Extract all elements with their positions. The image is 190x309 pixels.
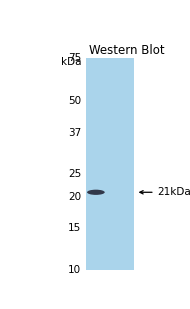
Text: kDa: kDa (61, 57, 81, 67)
Text: 25: 25 (68, 169, 81, 179)
Bar (86, 58, 134, 270)
Text: 37: 37 (68, 128, 81, 138)
Text: 21kDa: 21kDa (158, 187, 190, 197)
Ellipse shape (87, 190, 105, 195)
Text: 75: 75 (68, 53, 81, 63)
Text: 10: 10 (68, 265, 81, 275)
Text: 20: 20 (68, 193, 81, 202)
Text: 15: 15 (68, 223, 81, 233)
Text: 50: 50 (68, 96, 81, 106)
Text: Western Blot: Western Blot (89, 44, 165, 57)
